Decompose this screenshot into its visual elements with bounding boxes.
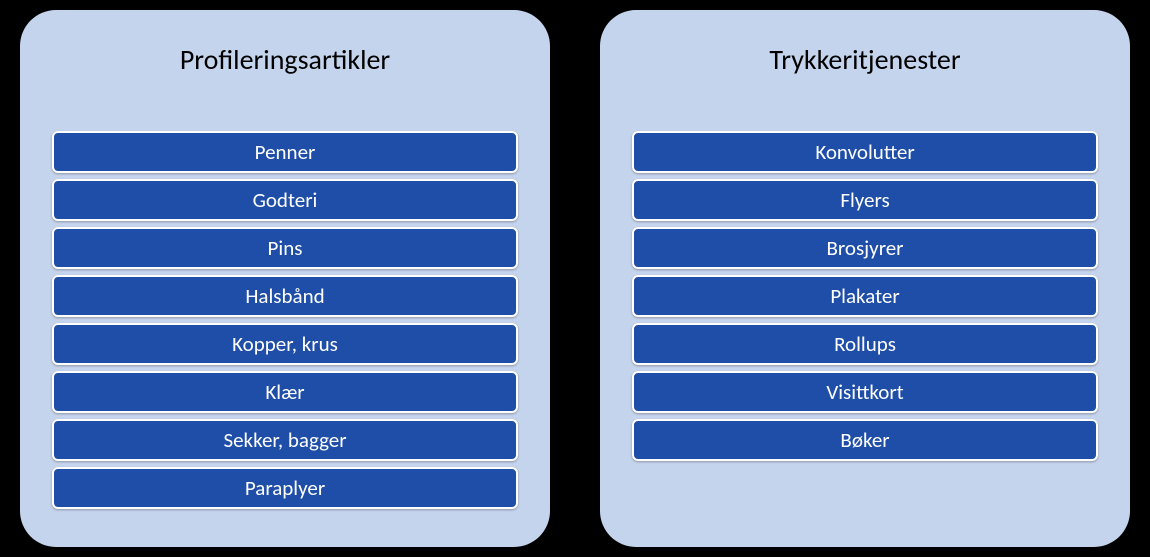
item-list: Konvolutter Flyers Brosjyrer Plakater Ro… — [632, 131, 1098, 461]
panel-profileringsartikler: Profileringsartikler Penner Godteri Pins… — [20, 10, 550, 547]
list-item: Bøker — [632, 419, 1098, 461]
list-item: Penner — [52, 131, 518, 173]
list-item: Konvolutter — [632, 131, 1098, 173]
panel-title: Profileringsartikler — [180, 42, 390, 77]
list-item: Plakater — [632, 275, 1098, 317]
list-item: Flyers — [632, 179, 1098, 221]
list-item: Godteri — [52, 179, 518, 221]
list-item: Pins — [52, 227, 518, 269]
list-item: Kopper, krus — [52, 323, 518, 365]
list-item: Halsbånd — [52, 275, 518, 317]
list-item: Paraplyer — [52, 467, 518, 509]
panel-trykkeritjenester: Trykkeritjenester Konvolutter Flyers Bro… — [600, 10, 1130, 547]
list-item: Rollups — [632, 323, 1098, 365]
list-item: Visittkort — [632, 371, 1098, 413]
item-list: Penner Godteri Pins Halsbånd Kopper, kru… — [52, 131, 518, 509]
list-item: Klær — [52, 371, 518, 413]
panel-title: Trykkeritjenester — [769, 42, 960, 77]
list-item: Brosjyrer — [632, 227, 1098, 269]
list-item: Sekker, bagger — [52, 419, 518, 461]
